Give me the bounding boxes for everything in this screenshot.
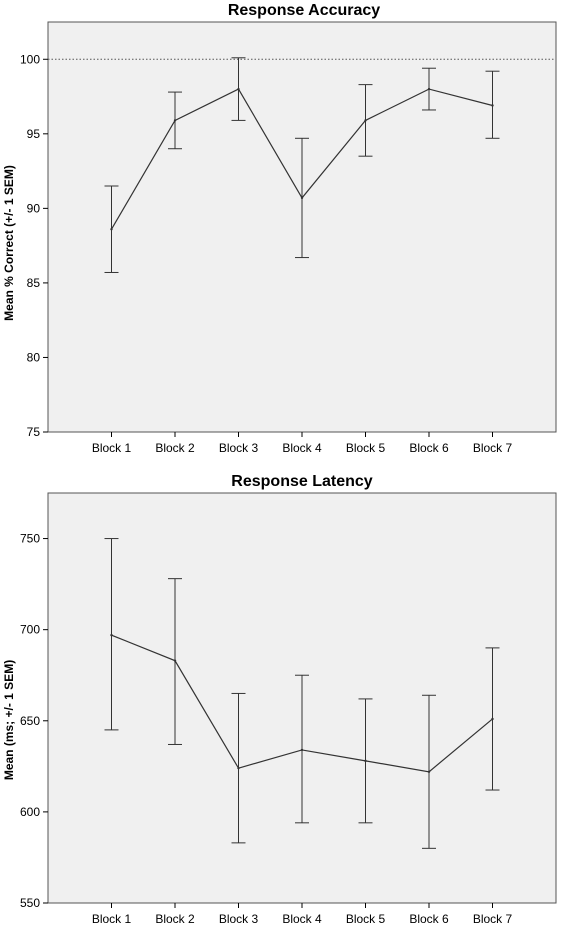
- latency-x-tick-label: Block 6: [409, 912, 449, 926]
- accuracy-chart-title: Response Accuracy: [228, 2, 380, 19]
- latency-data-point: [110, 633, 113, 637]
- latency-y-tick-label: 550: [20, 896, 40, 910]
- accuracy-x-tick-label: Block 5: [346, 441, 386, 455]
- latency-x-tick-label: Block 4: [282, 912, 322, 926]
- accuracy-y-tick-label: 100: [20, 52, 40, 66]
- latency-y-axis-label: Mean (ms; +/- 1 SEM): [2, 660, 16, 780]
- accuracy-y-axis-label: Mean % Correct (+/- 1 SEM): [2, 165, 16, 321]
- accuracy-y-tick-label: 95: [27, 127, 41, 141]
- accuracy-data-point: [491, 104, 494, 107]
- accuracy-data-point: [427, 87, 431, 91]
- latency-x-tick-label: Block 3: [219, 912, 259, 926]
- latency-chart-title: Response Latency: [231, 473, 372, 490]
- latency-y-tick-label: 650: [20, 714, 40, 728]
- latency-x-tick-label: Block 2: [155, 912, 195, 926]
- accuracy-x-tick-label: Block 6: [409, 441, 449, 455]
- latency-data-point: [237, 766, 240, 770]
- accuracy-data-point: [173, 119, 177, 122]
- latency-x-tick-label: Block 5: [346, 912, 386, 926]
- accuracy-x-tick-label: Block 3: [219, 441, 259, 455]
- accuracy-x-tick-label: Block 1: [92, 441, 132, 455]
- accuracy-x-tick-label: Block 7: [473, 441, 513, 455]
- latency-data-point: [427, 770, 431, 773]
- accuracy-data-point: [237, 87, 240, 91]
- accuracy-x-tick-label: Block 2: [155, 441, 195, 455]
- accuracy-data-point: [110, 228, 113, 231]
- latency-data-point: [364, 759, 367, 763]
- latency-x-tick-label: Block 7: [473, 912, 513, 926]
- accuracy-y-tick-label: 80: [27, 350, 41, 364]
- latency-data-point: [173, 659, 177, 662]
- accuracy-y-tick-label: 90: [27, 201, 41, 215]
- latency-chart-panel: Response Latency Mean (ms; +/- 1 SEM) 55…: [2, 473, 557, 926]
- accuracy-data-point: [364, 119, 367, 122]
- accuracy-x-tick-label: Block 4: [282, 441, 322, 455]
- latency-data-point: [300, 748, 304, 752]
- latency-y-tick-label: 750: [20, 532, 40, 546]
- accuracy-y-tick-label: 75: [27, 425, 41, 439]
- latency-data-point: [491, 717, 494, 721]
- accuracy-data-point: [300, 196, 304, 200]
- accuracy-chart-panel: Response Accuracy Mean % Correct (+/- 1 …: [2, 2, 557, 455]
- latency-y-tick-label: 700: [20, 623, 40, 637]
- latency-y-tick-label: 600: [20, 805, 40, 819]
- accuracy-y-tick-label: 85: [27, 276, 41, 290]
- latency-x-tick-label: Block 1: [92, 912, 132, 926]
